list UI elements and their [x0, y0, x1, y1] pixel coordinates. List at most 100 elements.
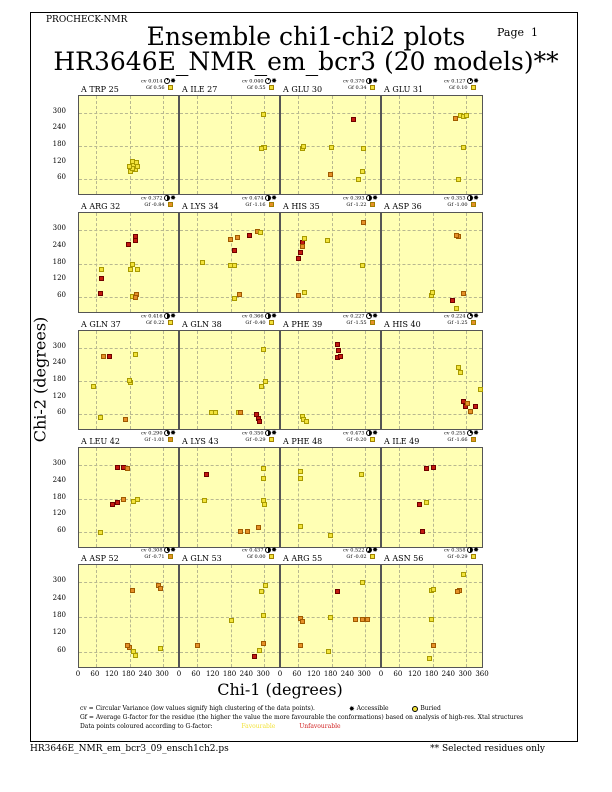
gridline-vertical	[297, 213, 299, 312]
gridline-horizontal	[180, 617, 280, 618]
data-point	[99, 267, 105, 273]
data-point	[101, 353, 107, 359]
data-point	[208, 409, 214, 415]
cv-value: cv 0.290	[141, 430, 163, 437]
accessible-icon: ✸	[473, 77, 479, 85]
data-point	[106, 353, 112, 359]
gridline-vertical	[365, 448, 367, 547]
gridline-vertical	[129, 96, 131, 194]
gf-value: Gf -0.29	[245, 436, 266, 443]
residue-plot-panel	[381, 564, 483, 668]
gf-value: Gf 0.34	[348, 84, 367, 91]
residue-stats: cv 0.014 ✸ Gf 0.56	[122, 78, 176, 91]
data-point	[127, 377, 132, 383]
x-tick-label: 0	[176, 670, 182, 678]
x-tick-label: 60	[191, 670, 201, 678]
accessible-icon: ✸	[271, 312, 277, 320]
data-point	[98, 276, 104, 282]
residue-label: A GLU 30	[283, 85, 323, 94]
gridline-horizontal	[79, 179, 179, 181]
gridline-vertical	[466, 331, 468, 429]
gridline-vertical	[466, 565, 468, 667]
cv-value: cv 0.474	[242, 195, 264, 202]
gridline-horizontal	[382, 532, 482, 534]
gridline-horizontal	[382, 651, 482, 653]
data-point	[455, 364, 461, 370]
data-point	[460, 291, 466, 297]
circular-variance-icon	[467, 313, 474, 319]
circular-variance-icon	[366, 313, 373, 319]
panel-divider	[178, 447, 180, 548]
data-point	[135, 496, 141, 502]
circular-variance-icon	[265, 430, 272, 436]
data-point	[426, 656, 432, 662]
residue-stats: cv 0.370 ✸ Gf 0.34	[324, 78, 378, 91]
residue-label: A GLN 53	[182, 554, 222, 563]
data-point	[300, 143, 306, 149]
data-point	[360, 168, 366, 174]
y-tick-label: 120	[52, 156, 66, 165]
y-axis-label: Chi-2 (degrees)	[30, 316, 50, 443]
data-point	[260, 640, 266, 646]
data-point	[253, 411, 259, 417]
gridline-vertical	[163, 448, 165, 547]
legend-unfavourable: Unfavourable	[299, 723, 341, 730]
residue-label: A ILE 27	[182, 85, 218, 94]
data-point	[260, 613, 266, 619]
data-point	[115, 500, 121, 506]
circular-variance-icon	[366, 547, 373, 553]
panel-divider	[279, 95, 281, 195]
cv-value: cv 0.227	[343, 313, 365, 320]
circular-variance-icon	[265, 195, 272, 201]
gridline-horizontal	[281, 347, 381, 349]
circular-variance-icon	[164, 547, 171, 553]
data-point	[360, 616, 366, 622]
circular-variance-icon	[265, 547, 272, 553]
data-point	[430, 290, 435, 296]
residue-label: A TRP 25	[81, 85, 119, 94]
gridline-vertical	[95, 448, 97, 547]
gridline-vertical	[398, 565, 400, 667]
circular-variance-icon	[467, 547, 474, 553]
data-point	[129, 588, 135, 594]
data-point	[460, 145, 466, 151]
data-point	[423, 500, 429, 506]
cv-value: cv 0.358	[444, 547, 466, 554]
gridline-horizontal	[180, 179, 280, 181]
data-point	[262, 582, 268, 588]
gridline-vertical	[398, 448, 400, 547]
panel-divider	[279, 447, 281, 548]
cv-value: cv 0.522	[343, 547, 365, 554]
circular-variance-icon	[164, 430, 171, 436]
circular-variance-icon	[366, 78, 373, 84]
data-point	[231, 262, 237, 268]
residue-stats: cv 0.366 ✸ Gf -0.40	[223, 313, 277, 326]
page-indicator: Page 1	[497, 26, 538, 39]
data-point	[360, 262, 366, 268]
gridline-vertical	[466, 213, 468, 312]
gridline-vertical	[466, 96, 468, 194]
accessible-icon: ✸	[271, 77, 277, 85]
gridline-vertical	[398, 96, 400, 194]
panel-divider	[178, 330, 180, 430]
y-tick-label: 180	[52, 375, 66, 383]
y-tick-label: 300	[52, 223, 66, 232]
data-point	[299, 618, 305, 624]
data-point	[260, 465, 266, 471]
data-point	[231, 247, 237, 253]
residue-plot-panel	[179, 212, 281, 313]
x-tick-label: 0	[378, 670, 384, 678]
residue-label: A PHE 48	[283, 437, 323, 446]
x-tick-label: 120	[104, 670, 119, 678]
gridline-vertical	[432, 213, 434, 312]
residue-plot-panel	[78, 447, 180, 548]
data-point	[296, 255, 302, 261]
accessible-icon: ✸	[372, 429, 378, 437]
residue-plot-panel	[179, 95, 281, 195]
gfactor-swatch	[470, 84, 476, 90]
gridline-horizontal	[281, 263, 381, 265]
data-point	[328, 172, 334, 178]
panel-divider	[279, 212, 281, 313]
data-point	[120, 464, 126, 470]
gridline-vertical	[163, 331, 165, 429]
